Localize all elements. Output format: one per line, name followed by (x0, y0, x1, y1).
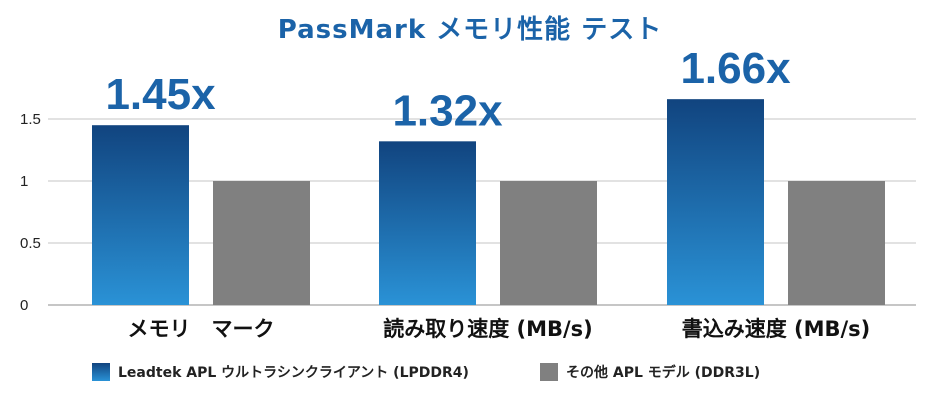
y-tick-label: 0 (20, 297, 28, 314)
y-axis-ticks: 0 0.5 1 1.5 (20, 111, 41, 314)
category-label: 読み取り速度 (MB/s) (383, 317, 593, 341)
ratio-label: 1.66x (680, 44, 791, 93)
y-tick-label: 1 (20, 173, 28, 190)
bar-other (788, 181, 885, 305)
bar-other (213, 181, 310, 305)
bar-leadtek (667, 99, 764, 305)
ratio-labels: 1.45x 1.32x 1.66x (105, 44, 791, 135)
y-tick-label: 0.5 (20, 235, 41, 252)
x-axis-categories: メモリ マーク 読み取り速度 (MB/s) 書込み速度 (MB/s) (128, 317, 871, 341)
legend-label-other: その他 APL モデル (DDR3L) (566, 364, 760, 381)
ratio-label: 1.45x (105, 70, 216, 119)
legend: Leadtek APL ウルトラシンクライアント (LPDDR4) その他 AP… (92, 363, 760, 381)
bar-leadtek (92, 125, 189, 305)
bar-other (500, 181, 597, 305)
grid (48, 118, 916, 306)
y-tick-label: 1.5 (20, 111, 41, 128)
category-label: メモリ マーク (128, 317, 275, 341)
legend-label-leadtek: Leadtek APL ウルトラシンクライアント (LPDDR4) (118, 365, 469, 381)
ratio-label: 1.32x (392, 86, 503, 135)
chart-title: PassMark メモリ性能 テスト (278, 14, 663, 45)
bar-leadtek (379, 141, 476, 305)
legend-swatch-other (540, 363, 558, 381)
category-label: 書込み速度 (MB/s) (682, 317, 871, 341)
legend-swatch-leadtek (92, 363, 110, 381)
bars (92, 99, 885, 305)
